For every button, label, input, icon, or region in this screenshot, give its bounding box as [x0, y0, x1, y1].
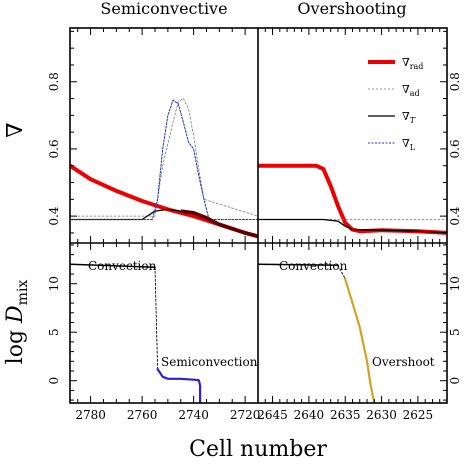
lines-bottom-right: [258, 263, 376, 403]
xlabel: Cell number: [189, 437, 327, 462]
y-tick-label: 0.4: [448, 206, 462, 225]
x-tick-label: 2780: [75, 408, 106, 422]
series-top-right-nabla-t: [258, 218, 447, 234]
y-tick-label: 0: [47, 377, 61, 385]
y-tick-label: 0.8: [448, 72, 462, 91]
lines-top-right: [258, 163, 447, 235]
y-tick-label: 0.6: [448, 139, 462, 158]
x-tick-label: 2740: [178, 408, 209, 422]
y-tick-label: 5: [47, 328, 61, 336]
annotation-semiconvection: Semiconvection: [161, 355, 258, 369]
series-bottom-right-convection: [258, 263, 339, 267]
legend: ∇rad ∇ad ∇T ∇L: [368, 56, 423, 152]
legend-label-rad: ∇rad: [402, 56, 423, 71]
series-bottom-left-transition: [154, 266, 159, 370]
y-tick-label: 0.6: [47, 139, 61, 158]
annotation-convection-right: Convection: [279, 259, 348, 273]
annotation-overshoot: Overshoot: [372, 355, 435, 369]
y-tick-label: 5: [448, 328, 462, 336]
series-bottom-right-overshoot: [344, 277, 376, 403]
y-tick-label: 10: [448, 276, 462, 291]
title-right: Overshooting: [297, 0, 406, 18]
panel-frames: [69, 27, 448, 404]
legend-label-T: ∇T: [402, 110, 416, 125]
y-tick-label: 10: [47, 276, 61, 291]
ylabel-top: ∇: [3, 122, 28, 137]
series-top-left-nabla-rad: [70, 163, 258, 239]
x-tick-label: 2635: [330, 408, 361, 422]
x-tick-label: 2720: [230, 408, 261, 422]
lines-bottom-left: [70, 263, 202, 403]
series-bottom-left-convection: [70, 263, 156, 268]
series-top-left-nabla-l: [70, 99, 258, 220]
series-top-right-nabla-rad: [258, 163, 447, 235]
x-tick-label: 2640: [294, 408, 325, 422]
legend-label-L: ∇L: [402, 137, 416, 152]
y-tick-label: 0.8: [47, 72, 61, 91]
y-tick-label: 0.4: [47, 206, 61, 225]
y-tick-label: 0: [448, 377, 462, 385]
series-overlap-rad-t: [180, 209, 258, 239]
series-top-left-nabla-ad: [70, 98, 258, 217]
x-tick-label: 2760: [127, 408, 158, 422]
annotation-convection-left: Convection: [88, 259, 157, 273]
series-top-left-nabla-t: [70, 208, 258, 237]
x-tick-label: 2630: [366, 408, 397, 422]
lines-top-left: [70, 98, 258, 239]
title-left: Semiconvective: [100, 0, 227, 18]
x-tick-label: 2645: [257, 408, 288, 422]
x-tick-label: 2625: [403, 408, 434, 422]
series-bottom-left-semiconvection: [156, 368, 202, 403]
ylabel-bottom: log Dmix: [3, 280, 31, 365]
series-bottom-right-transition: [337, 264, 346, 280]
legend-label-ad: ∇ad: [402, 83, 420, 98]
